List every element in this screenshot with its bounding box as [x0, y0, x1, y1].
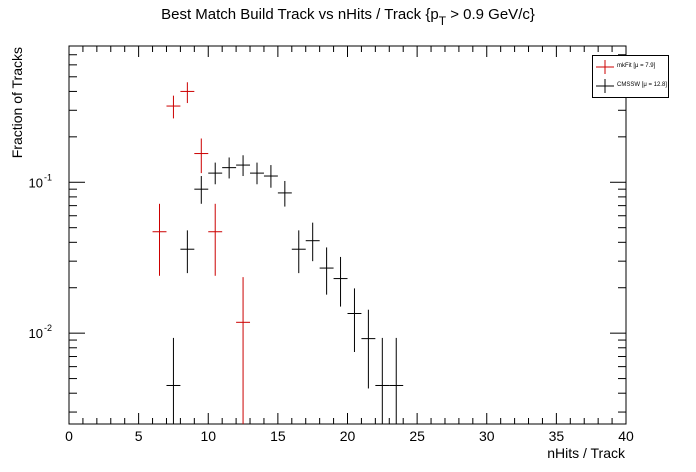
legend-marker-cmssw — [596, 79, 614, 93]
x-tick-label: 20 — [340, 428, 356, 444]
y-axis: 10-110-2 — [29, 45, 626, 413]
y-tick-label-exponent: -2 — [44, 323, 52, 333]
legend: mkFit [μ = 7.9] CMSSW [μ = 12.8] — [592, 55, 669, 98]
x-tick-label: 10 — [200, 428, 216, 444]
x-axis: 0 5 10 15 20 25 30 35 40 — [65, 46, 634, 444]
legend-label-cmssw: CMSSW [μ = 12.8] — [617, 82, 667, 88]
x-tick-label: 0 — [65, 428, 73, 444]
series-layer — [152, 82, 404, 424]
y-axis-label: Fraction of Tracks — [9, 47, 25, 158]
x-tick-label: 25 — [409, 428, 425, 444]
series-cmssw — [166, 155, 404, 424]
chart-title-tail: > 0.9 GeV/c} — [446, 6, 535, 23]
legend-entry-cmssw: CMSSW [μ = 12.8] — [593, 77, 668, 95]
chart-title-subscript: T — [438, 14, 447, 28]
plot-frame — [68, 45, 627, 425]
legend-marker-mkfit — [596, 60, 614, 74]
x-axis-label: nHits / Track — [547, 445, 626, 461]
chart-title-main: Best Match Build Track vs nHits / Track … — [161, 6, 439, 23]
x-tick-label: 40 — [618, 428, 634, 444]
x-tick-label: 35 — [549, 428, 565, 444]
series-mkfit — [152, 82, 251, 424]
x-tick-label: 5 — [135, 428, 143, 444]
y-tick-label: 10 — [29, 175, 43, 190]
x-tick-label: 15 — [270, 428, 286, 444]
legend-entry-mkfit: mkFit [μ = 7.9] — [593, 58, 668, 76]
legend-label-mkfit: mkFit [μ = 7.9] — [617, 63, 656, 69]
y-tick-label: 10 — [29, 326, 43, 341]
y-tick-label-exponent: -1 — [44, 172, 52, 182]
x-tick-label: 30 — [479, 428, 495, 444]
chart-title: Best Match Build Track vs nHits / Track … — [0, 6, 696, 28]
